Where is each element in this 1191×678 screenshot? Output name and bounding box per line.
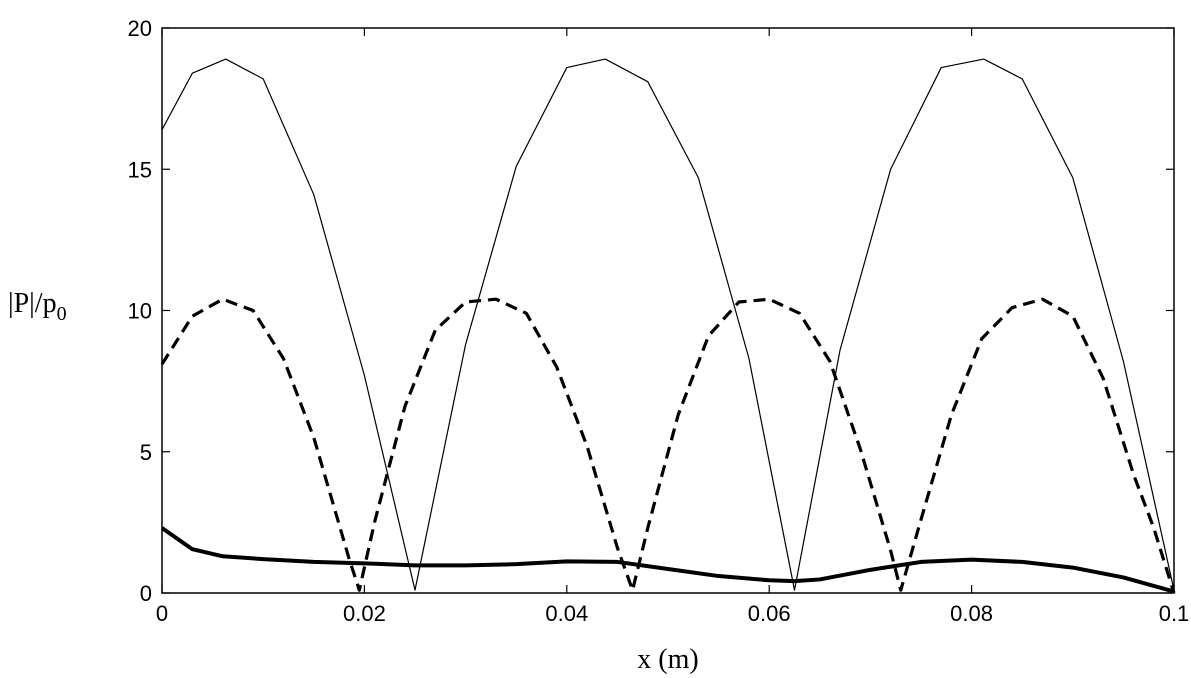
y-axis-title: |P|/p0 [8, 288, 67, 325]
series-line-2 [160, 297, 1176, 594]
x-tick-label: 0.08 [950, 601, 993, 626]
y-axis-title-main: |P|/p [8, 288, 57, 319]
y-tick-label: 15 [128, 157, 152, 182]
x-tick-label: 0 [156, 601, 168, 626]
x-axis-title: x (m) [637, 644, 698, 675]
tick-layer: 0 0.02 0.04 0.06 0.08 0.1 0 5 10 15 20 [128, 16, 1190, 626]
series-layer [160, 58, 1176, 594]
x-tick-label: 0.06 [748, 601, 791, 626]
axes-frame [161, 27, 1175, 594]
x-tick-label: 0.02 [343, 601, 386, 626]
y-tick-label: 10 [128, 299, 152, 324]
y-axis-title-subscript: 0 [57, 303, 67, 325]
plot-area [162, 28, 1174, 593]
y-tick-label: 5 [140, 440, 152, 465]
series-line-3 [160, 526, 1175, 594]
y-tick-label: 0 [140, 581, 152, 606]
series-line-1 [161, 58, 1175, 591]
y-tick-label: 20 [128, 16, 152, 41]
x-tick-label: 0.04 [545, 601, 588, 626]
x-tick-label: 0.1 [1159, 601, 1190, 626]
